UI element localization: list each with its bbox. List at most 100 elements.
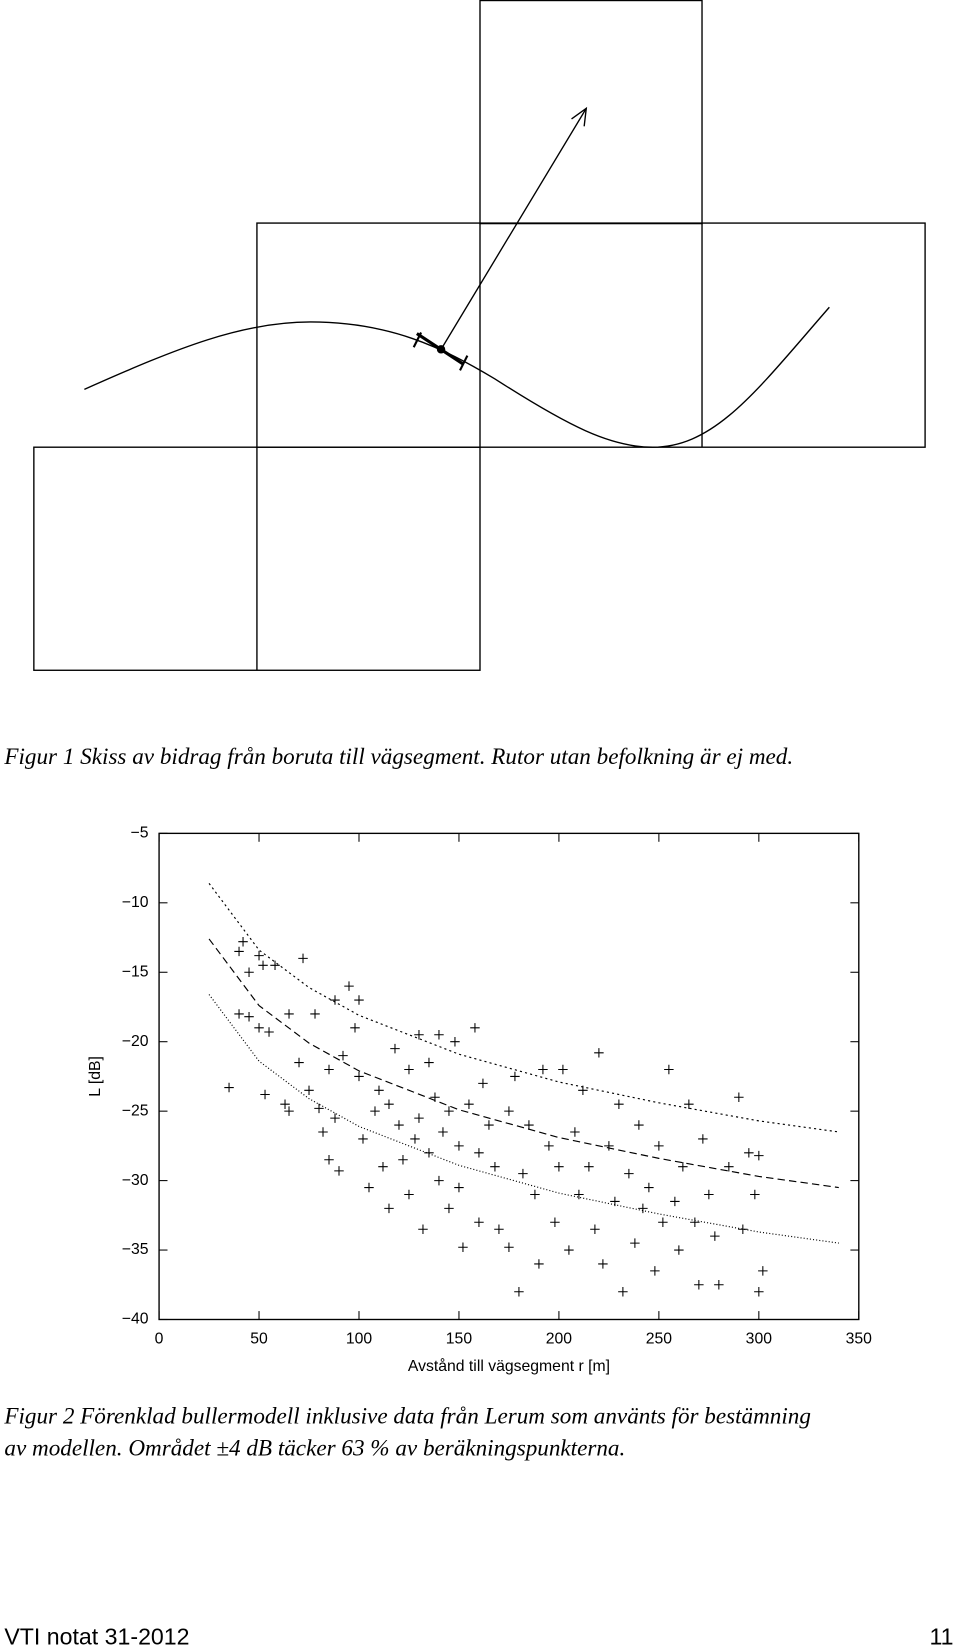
data-point: [224, 1082, 234, 1093]
data-point: [558, 1064, 568, 1075]
x-tick-label: 150: [446, 1331, 473, 1348]
y-tick-label: −5: [131, 825, 149, 842]
data-point: [630, 1238, 640, 1248]
data-point: [244, 967, 254, 977]
data-point: [674, 1245, 684, 1255]
data-point: [698, 1134, 708, 1144]
data-point: [280, 1099, 290, 1109]
data-point: [454, 1141, 464, 1151]
data-point: [234, 1009, 244, 1019]
data-point: [494, 1224, 504, 1234]
x-tick-label: 50: [250, 1331, 268, 1348]
data-point: [504, 1242, 514, 1253]
data-point: [434, 1175, 444, 1186]
data-point: [444, 1203, 454, 1214]
data-point: [514, 1286, 524, 1297]
data-point: [738, 1224, 748, 1234]
data-point: [598, 1259, 608, 1269]
data-point: [694, 1280, 704, 1290]
data-point: [510, 1071, 520, 1082]
data-point: [454, 1182, 464, 1193]
data-point: [584, 1161, 594, 1172]
y-tick-label: −10: [122, 894, 149, 911]
data-point: [644, 1182, 654, 1193]
data-point: [330, 1113, 340, 1123]
x-tick-label: 0: [155, 1331, 164, 1348]
data-point: [678, 1161, 688, 1172]
data-point: [238, 936, 248, 947]
data-point: [750, 1189, 760, 1200]
data-point: [254, 950, 264, 961]
data-point: [384, 1099, 394, 1109]
arrow-head: [571, 106, 588, 127]
data-point: [410, 1134, 420, 1144]
data-point: [518, 1168, 528, 1179]
data-point: [444, 1106, 454, 1116]
x-tick-label: 250: [646, 1331, 673, 1348]
data-point: [418, 1224, 428, 1234]
data-point: [298, 953, 308, 964]
y-tick-label: −20: [122, 1033, 149, 1050]
figure-caption: Figur 1 Skiss av bidrag från boruta till…: [3, 744, 793, 770]
model-curve: [208, 938, 839, 1189]
data-point: [490, 1161, 500, 1172]
x-axis-label: Avstånd till vägsegment r [m]: [408, 1357, 610, 1375]
data-point: [270, 960, 280, 971]
data-point: [254, 1023, 264, 1033]
data-point: [310, 1009, 320, 1019]
data-point: [590, 1224, 600, 1234]
data-point: [284, 1106, 294, 1116]
data-point: [438, 1127, 448, 1137]
plot-frame: [158, 832, 860, 1321]
y-tick-label: −35: [122, 1241, 149, 1258]
data-point: [758, 1266, 768, 1276]
data-point: [424, 1057, 434, 1068]
data-point: [358, 1134, 368, 1144]
data-point: [464, 1099, 474, 1109]
data-point: [404, 1064, 414, 1075]
data-point: [258, 960, 268, 971]
data-point: [334, 1166, 344, 1176]
data-point: [318, 1127, 328, 1137]
data-point: [484, 1120, 494, 1130]
data-point: [554, 1161, 564, 1172]
y-tick-label: −25: [122, 1102, 149, 1119]
data-point: [414, 1030, 424, 1040]
data-point: [244, 1011, 254, 1022]
data-point: [664, 1064, 674, 1075]
data-point: [544, 1141, 554, 1151]
data-point: [404, 1189, 414, 1200]
data-point: [538, 1064, 548, 1075]
data-point: [634, 1120, 644, 1130]
data-point: [260, 1089, 270, 1100]
data-point: [734, 1092, 744, 1102]
data-point: [350, 1023, 360, 1033]
y-tick-label: −40: [122, 1311, 149, 1328]
grid-cell: [256, 222, 926, 448]
data-point: [530, 1189, 540, 1200]
data-point: [684, 1099, 694, 1109]
data-point: [524, 1120, 534, 1130]
chart: −5 −10 −15 −20 −25 −30 −35 −40 0 50 100 150 200 250 30…: [87, 825, 872, 1375]
segment-end: [412, 332, 423, 348]
y-tick-label: −30: [122, 1172, 149, 1189]
road-curve: [84, 306, 830, 448]
data-point: [264, 1027, 274, 1037]
data-point: [744, 1148, 754, 1158]
data-point: [384, 1203, 394, 1214]
data-point: [354, 995, 364, 1005]
data-point: [704, 1189, 714, 1200]
page-number: 11: [929, 1623, 953, 1649]
data-point: [504, 1106, 514, 1116]
data-point: [324, 1064, 334, 1075]
data-point: [574, 1189, 584, 1200]
x-tick-label: 200: [546, 1331, 573, 1348]
data-point: [450, 1036, 460, 1047]
model-curve: [208, 994, 839, 1244]
data-point: [710, 1231, 720, 1241]
data-point: [564, 1245, 574, 1255]
data-point: [654, 1141, 664, 1151]
segment-end: [459, 355, 469, 371]
data-point: [324, 1155, 334, 1165]
